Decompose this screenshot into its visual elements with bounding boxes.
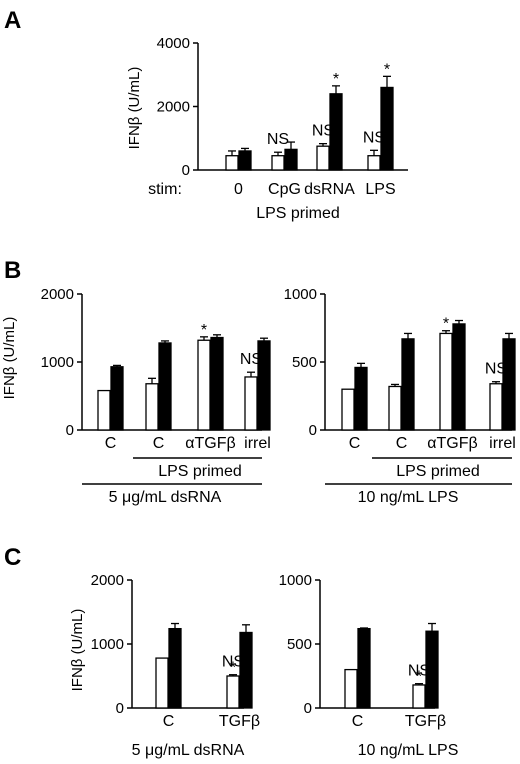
y-tick-label-b-right-0: 0: [309, 422, 317, 439]
bar-c-left-g0-s1: [168, 627, 182, 709]
bar-c-left-g0-s0: [155, 657, 169, 709]
y-tick-label-a-2: 4000: [157, 35, 190, 52]
panel-letter-b: B: [4, 257, 21, 284]
y-tick-label-c-right-1: 500: [287, 636, 312, 653]
bar-c-right-g0-s0: [344, 668, 358, 709]
bar-b-right-g0-s1: [354, 366, 368, 431]
category-label-c-right-0: C: [352, 713, 364, 730]
significance-star-c-right-0: *: [416, 669, 422, 686]
y-tick-label-c-left-2: 2000: [91, 572, 124, 589]
stim-label-c-right: 10 ng/mL LPS: [358, 742, 459, 759]
bar-a-g0-s0: [225, 155, 239, 171]
bar-b-right-g1-s0: [388, 385, 402, 431]
bar-b-right-g3-s1: [502, 338, 516, 431]
primed-label-b-right: LPS primed: [396, 463, 480, 480]
category-label-b-left-2: αTGFβ: [185, 435, 235, 452]
stim-label-b-right: 10 ng/mL LPS: [358, 489, 459, 506]
bar-b-right-g3-s0: [489, 383, 503, 431]
bar-a-g0-s1: [238, 150, 252, 171]
category-label-a-2: dsRNA: [304, 181, 355, 198]
panel-letter-a: A: [4, 7, 21, 34]
bar-c-right-g0-s1: [357, 627, 371, 709]
bar-a-g1-s1: [284, 148, 298, 171]
y-tick-label-c-right-0: 0: [304, 700, 312, 717]
y-tick-label-a-1: 2000: [157, 99, 190, 116]
category-label-b-right-2: αTGFβ: [427, 435, 477, 452]
bar-b-left-g3-s0: [244, 376, 258, 431]
bar-b-left-g2-s0: [197, 339, 211, 431]
stim-prefix-a: stim:: [148, 181, 182, 198]
y-tick-label-b-right-2: 1000: [284, 286, 317, 303]
bar-b-left-g2-s1: [210, 336, 224, 431]
bar-a-g1-s0: [271, 155, 285, 171]
significance-star-c-left-0: *: [230, 660, 236, 677]
bar-b-right-g2-s1: [452, 323, 466, 431]
ns-annotation-a-1: NS: [312, 123, 334, 140]
ns-annotation-c-left-0: NS: [222, 654, 244, 671]
bar-b-right-g2-s0: [439, 332, 453, 431]
ns-annotation-a-0: NS: [267, 131, 289, 148]
significance-star-b-right-0: *: [443, 316, 449, 333]
category-label-b-left-0: C: [105, 435, 117, 452]
category-label-c-left-0: C: [163, 713, 175, 730]
ns-annotation-a-2: NS: [363, 129, 385, 146]
ns-annotation-b-right-0: NS: [485, 361, 507, 378]
y-axis-label-a: IFNβ (U/mL): [126, 67, 143, 150]
category-label-a-0: 0: [234, 181, 243, 198]
category-label-a-3: LPS: [365, 181, 395, 198]
bar-b-left-g1-s0: [145, 383, 159, 431]
category-label-c-left-1: TGFβ: [219, 713, 260, 730]
category-label-b-left-3: irrel: [244, 435, 271, 452]
y-axis-label-c: IFNβ (U/mL): [69, 609, 86, 692]
y-tick-label-a-0: 0: [182, 162, 190, 179]
primed-label-b-left: LPS primed: [158, 463, 242, 480]
significance-star-a-0: *: [333, 71, 339, 88]
category-label-a-1: CpG: [268, 181, 301, 198]
bar-b-left-g0-s0: [97, 389, 111, 431]
group-caption-a: LPS primed: [256, 205, 340, 222]
category-label-b-right-1: C: [396, 435, 408, 452]
bar-a-g3-s0: [367, 155, 381, 171]
stim-label-b-left: 5 μg/mL dsRNA: [109, 489, 222, 506]
bar-b-left-g1-s1: [158, 342, 172, 431]
bar-b-left-g0-s1: [110, 366, 124, 431]
y-tick-label-b-left-1: 1000: [41, 354, 74, 371]
ns-annotation-c-right-0: NS: [408, 663, 430, 680]
y-tick-label-c-left-0: 0: [116, 700, 124, 717]
bar-a-g2-s0: [316, 145, 330, 171]
bar-c-left-g1-s0: [226, 675, 240, 709]
significance-star-a-1: *: [384, 61, 390, 78]
y-axis-label-b: IFNβ (U/mL): [1, 317, 18, 400]
y-tick-label-b-right-1: 500: [292, 354, 317, 371]
y-tick-label-b-left-0: 0: [66, 422, 74, 439]
y-tick-label-c-right-2: 1000: [279, 572, 312, 589]
y-tick-label-b-left-2: 2000: [41, 286, 74, 303]
bar-c-right-g1-s0: [412, 684, 426, 709]
panel-letter-c: C: [4, 544, 21, 571]
bar-b-right-g1-s1: [401, 338, 415, 431]
y-tick-label-c-left-1: 1000: [91, 636, 124, 653]
category-label-b-left-1: C: [153, 435, 165, 452]
significance-star-b-left-0: *: [201, 322, 207, 339]
category-label-c-right-1: TGFβ: [405, 713, 446, 730]
ns-annotation-b-left-0: NS: [240, 351, 262, 368]
bar-b-right-g0-s0: [341, 388, 355, 431]
category-label-b-right-0: C: [349, 435, 361, 452]
category-label-b-right-3: irrel: [489, 435, 516, 452]
stim-label-c-left: 5 μg/mL dsRNA: [132, 742, 245, 759]
